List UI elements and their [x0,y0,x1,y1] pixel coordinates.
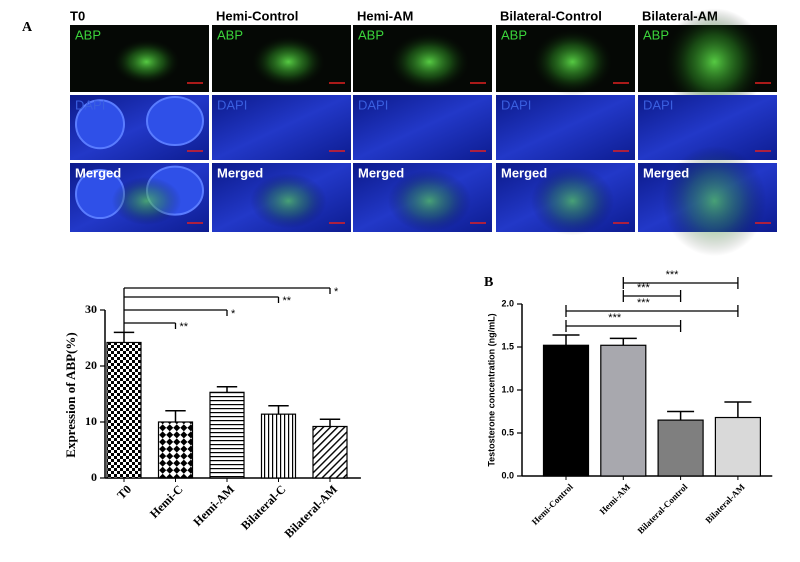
bar-chart: 0.0 0.5 1.0 1.5 2.0 Testosterone concentratio… [486,269,773,536]
signal [530,166,615,236]
signal [250,173,327,229]
image-bg [212,95,351,160]
bar [714,416,762,477]
channel-label: Merged [75,165,121,180]
y-tick-label: 1.5 [501,341,514,351]
signal [387,169,472,232]
micrograph: ABP [638,8,777,116]
x-tick-label: Bilateral-AM [703,481,747,525]
signal [111,38,182,86]
column-header: T0 [70,8,85,23]
significance-label: *** [608,312,622,324]
micrograph: Merged [212,163,351,232]
x-tick-label: Hemi-AM [598,481,633,516]
y-tick-label: 2.0 [501,298,514,308]
bar [657,419,704,477]
significance-label: * [334,286,339,298]
significance-label: *** [637,297,651,309]
channel-label: Merged [358,165,404,180]
channel-label: ABP [643,27,669,42]
channel-label: DAPI [358,97,388,112]
image-bg [353,95,492,160]
signal [530,28,615,96]
micrograph: DAPI [70,95,209,160]
bar [157,421,194,479]
y-tick-label: 1.0 [501,384,514,394]
y-tick-label: 10 [85,414,97,428]
nucleus [75,99,125,150]
bar [209,391,245,479]
micrograph: ABP [496,25,635,96]
channel-label: DAPI [75,97,105,112]
micrograph: ABP [70,25,209,92]
bar [260,413,297,479]
microscopy-grid: T0 ABP DAPI Merged Hemi-Control ABP DAPI Merged… [70,8,777,257]
image-bg [496,95,635,160]
micrograph: Merged [496,163,635,236]
significance-label: ** [180,321,189,333]
column-header: Hemi-AM [357,8,413,23]
bar [542,344,590,477]
significance-label: *** [637,282,651,294]
channel-label: DAPI [501,97,531,112]
significance-label: * [231,308,236,320]
channel-label: DAPI [643,97,673,112]
micrograph: DAPI [496,95,635,160]
channel-label: ABP [501,27,527,42]
signal [250,35,327,89]
bar [106,341,142,479]
signal [111,176,182,226]
channel-label: Merged [501,165,547,180]
x-tick-label: Bilateral-C [238,482,288,532]
panel-label: A [22,20,33,35]
y-tick-label: 0 [91,470,97,484]
y-tick-label: 0.5 [501,427,514,437]
column-header: Bilateral-Control [500,8,602,23]
x-tick-label: Bilateral-AM [282,482,340,540]
channel-label: DAPI [217,97,247,112]
signal [662,8,767,116]
x-tick-label: Hemi-AM [190,482,237,529]
micrograph: Merged [70,163,209,232]
micrograph: Merged [353,163,492,232]
channel-label: ABP [217,27,243,42]
y-tick-label: 30 [85,302,97,316]
x-tick-label: Hemi-C [147,482,186,521]
x-tick-label: Hemi-Control [530,481,575,526]
y-axis-label: Expression of ABP(%) [63,332,78,457]
micrograph: Merged [638,145,777,257]
micrograph: ABP [353,25,492,93]
bar [312,425,348,479]
y-axis-label: Testosterone concentration (ng/mL) [486,313,496,466]
bar [600,344,647,477]
micrograph: DAPI [212,95,351,160]
nucleus [146,96,204,146]
column-header: Hemi-Control [216,8,298,23]
micrograph: ABP [212,25,351,92]
channel-label: Merged [643,165,689,180]
x-tick-label: T0 [114,482,134,502]
y-tick-label: 20 [85,358,97,372]
channel-label: ABP [75,27,101,42]
significance-label: *** [666,269,680,281]
channel-label: Merged [217,165,263,180]
panel-label: B [484,275,493,290]
x-tick-label: Bilateral-Control [636,481,690,535]
micrograph: DAPI [353,95,492,160]
channel-label: ABP [358,27,384,42]
y-tick-label: 0.0 [501,470,514,480]
signal [662,145,767,257]
bar-chart: 0 10 20 30 Expression of ABP(%) T0 Hemi-C Hemi-… [63,286,361,541]
significance-label: ** [283,295,292,307]
signal [387,31,472,93]
